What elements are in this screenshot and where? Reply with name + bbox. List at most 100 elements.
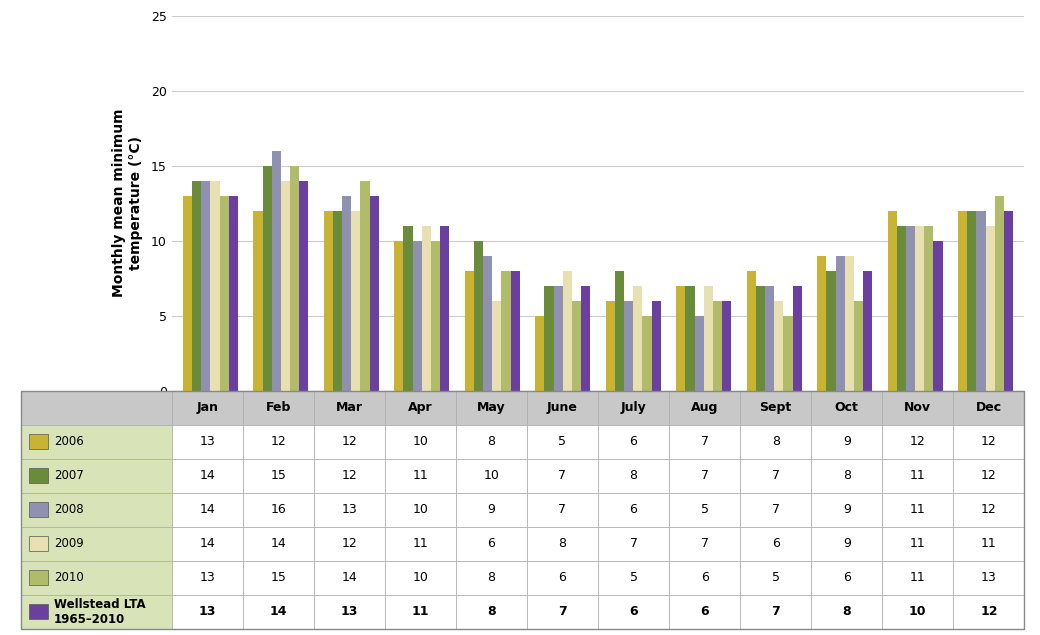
Bar [925, 225, 934, 391]
Bar [474, 241, 484, 391]
Text: Nov: Nov [905, 401, 931, 414]
Bar [21, 391, 172, 425]
Bar [219, 196, 229, 391]
Bar [958, 211, 967, 391]
Text: 6: 6 [629, 605, 638, 618]
Text: 8: 8 [772, 435, 780, 448]
Bar [740, 493, 811, 526]
Bar [977, 211, 986, 391]
Bar [314, 425, 385, 458]
Text: 14: 14 [200, 469, 215, 482]
Bar [669, 425, 740, 458]
Bar [643, 316, 652, 391]
Bar [21, 561, 172, 594]
Text: 10: 10 [909, 605, 927, 618]
Bar [172, 425, 242, 458]
Bar [598, 594, 669, 629]
Bar [172, 526, 242, 561]
Bar [385, 458, 456, 493]
Bar [747, 271, 756, 391]
Bar [262, 166, 271, 391]
Text: 7: 7 [701, 469, 708, 482]
Text: 6: 6 [842, 571, 851, 584]
Bar [456, 526, 527, 561]
Bar [314, 391, 385, 425]
Bar [563, 271, 572, 391]
Bar [172, 561, 242, 594]
Bar [740, 425, 811, 458]
Text: 2010: 2010 [54, 571, 84, 584]
Text: 6: 6 [488, 537, 495, 550]
Bar [811, 526, 882, 561]
Bar [29, 434, 48, 449]
Text: Jan: Jan [197, 401, 218, 414]
Bar [422, 225, 431, 391]
Text: 7: 7 [629, 537, 638, 550]
Text: Oct: Oct [835, 401, 859, 414]
Bar [712, 300, 722, 391]
Text: 10: 10 [413, 503, 428, 516]
Text: June: June [547, 401, 578, 414]
Bar [281, 181, 290, 391]
Text: 12: 12 [341, 469, 357, 482]
Bar [527, 561, 598, 594]
Bar [314, 594, 385, 629]
Bar [676, 286, 685, 391]
Text: 16: 16 [270, 503, 286, 516]
Bar [783, 316, 792, 391]
Bar [722, 300, 731, 391]
Text: 6: 6 [629, 435, 638, 448]
Bar [624, 300, 633, 391]
Bar [172, 391, 242, 425]
Bar [740, 458, 811, 493]
Bar [29, 536, 48, 551]
Bar [827, 271, 835, 391]
Text: 8: 8 [629, 469, 638, 482]
Bar [882, 493, 954, 526]
Text: 12: 12 [910, 435, 926, 448]
Bar [385, 425, 456, 458]
Bar [633, 286, 643, 391]
Bar [394, 241, 404, 391]
Text: 9: 9 [488, 503, 495, 516]
Bar [527, 493, 598, 526]
Bar [314, 526, 385, 561]
Text: 12: 12 [981, 435, 996, 448]
Bar [652, 300, 660, 391]
Text: 14: 14 [270, 537, 286, 550]
Bar [21, 594, 172, 629]
Bar [740, 526, 811, 561]
Bar [511, 271, 520, 391]
Text: 2006: 2006 [54, 435, 84, 448]
Bar [572, 300, 581, 391]
Bar [172, 458, 242, 493]
Bar [369, 196, 379, 391]
Bar [385, 594, 456, 629]
Bar [954, 391, 1024, 425]
Bar [882, 391, 954, 425]
Text: 7: 7 [701, 435, 708, 448]
Text: July: July [621, 401, 647, 414]
Bar [967, 211, 977, 391]
Bar [323, 211, 333, 391]
Bar [342, 196, 352, 391]
Text: 12: 12 [980, 605, 997, 618]
Bar [695, 316, 704, 391]
Bar [685, 286, 695, 391]
Text: 9: 9 [842, 537, 851, 550]
Bar [669, 526, 740, 561]
Bar [456, 561, 527, 594]
Text: 10: 10 [413, 435, 428, 448]
Bar [669, 561, 740, 594]
Text: 7: 7 [772, 469, 780, 482]
Bar [740, 561, 811, 594]
Bar [811, 425, 882, 458]
Bar [906, 225, 915, 391]
Bar [615, 271, 624, 391]
Text: 11: 11 [910, 537, 926, 550]
Bar [413, 241, 422, 391]
Bar [456, 594, 527, 629]
Bar [21, 458, 172, 493]
Text: 5: 5 [772, 571, 780, 584]
Text: Feb: Feb [265, 401, 291, 414]
